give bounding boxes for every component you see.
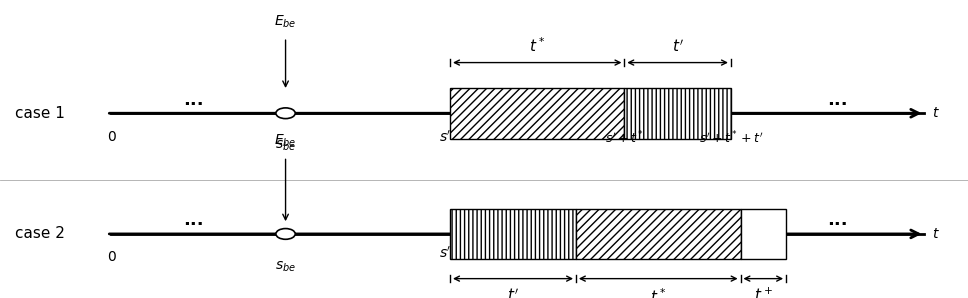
Text: ...: ... bbox=[183, 91, 204, 109]
Text: $t'$: $t'$ bbox=[672, 38, 683, 55]
Bar bbox=[741, 209, 786, 259]
Ellipse shape bbox=[276, 229, 295, 239]
Text: $s'$: $s'$ bbox=[439, 130, 451, 145]
Bar bbox=[450, 209, 576, 259]
Bar bbox=[576, 209, 741, 259]
Text: $t$: $t$ bbox=[932, 106, 940, 120]
Text: 0: 0 bbox=[106, 250, 116, 264]
Text: $t^*$: $t^*$ bbox=[650, 287, 666, 298]
Text: $s'+t^*+t'$: $s'+t^*+t'$ bbox=[699, 130, 763, 146]
Text: $E_{be}$: $E_{be}$ bbox=[274, 13, 297, 30]
Text: ...: ... bbox=[827, 91, 848, 109]
Text: ...: ... bbox=[827, 212, 848, 229]
Text: $s_{be}$: $s_{be}$ bbox=[275, 259, 296, 274]
Text: 0: 0 bbox=[106, 130, 116, 144]
Ellipse shape bbox=[276, 108, 295, 119]
Bar bbox=[450, 88, 624, 139]
Text: $s_{be}$: $s_{be}$ bbox=[275, 139, 296, 153]
Text: $t^*$: $t^*$ bbox=[529, 36, 545, 55]
Text: case 2: case 2 bbox=[15, 226, 65, 241]
Text: $E_{be}$: $E_{be}$ bbox=[274, 133, 297, 149]
Text: ...: ... bbox=[183, 212, 204, 229]
Text: $s'+t^*$: $s'+t^*$ bbox=[605, 130, 644, 146]
Text: $t'$: $t'$ bbox=[507, 287, 519, 298]
Bar bbox=[624, 88, 731, 139]
Text: $t$: $t$ bbox=[932, 227, 940, 241]
Text: $s'$: $s'$ bbox=[439, 246, 451, 261]
Text: case 1: case 1 bbox=[15, 106, 65, 121]
Text: $t^+$: $t^+$ bbox=[754, 287, 773, 298]
